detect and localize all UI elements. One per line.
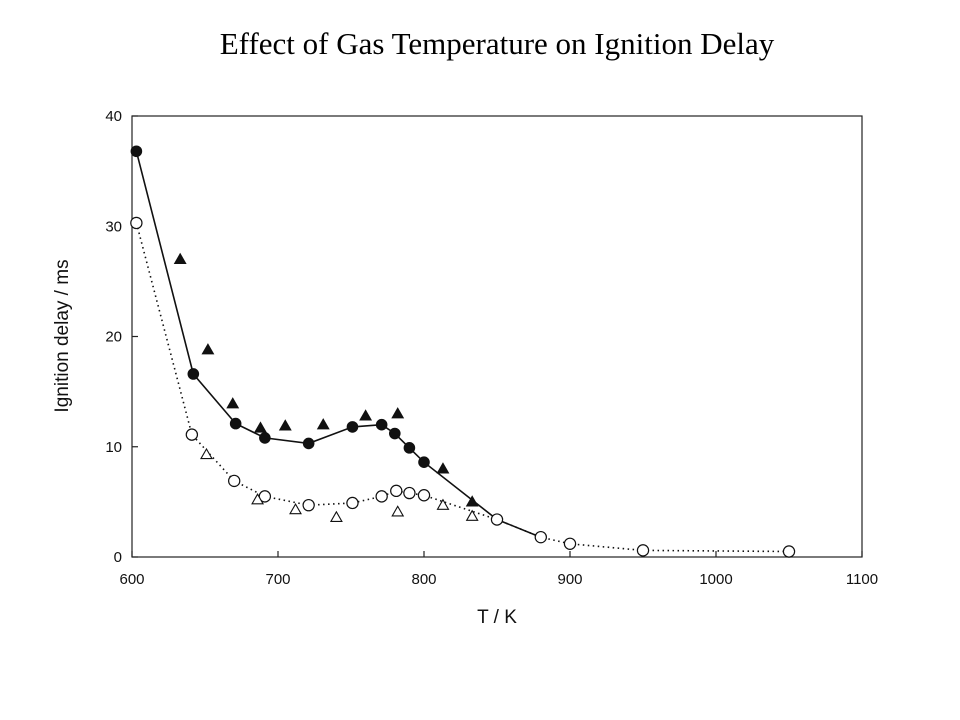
series-2-point <box>417 489 431 502</box>
y-tick-label: 20 <box>105 329 122 346</box>
series-4-point <box>329 510 343 522</box>
series-3-point <box>465 495 479 507</box>
series-2-point <box>563 537 577 550</box>
series-2-point <box>390 484 403 498</box>
series-3-point <box>201 343 215 355</box>
x-tick-label: 800 <box>411 571 436 588</box>
x-axis-label: T / K <box>477 607 517 628</box>
series-3-point <box>278 419 292 431</box>
y-tick-label: 0 <box>114 549 122 566</box>
series-1-point <box>388 427 401 440</box>
series-3-point <box>173 252 187 265</box>
series-2-point <box>302 498 315 512</box>
series-1-point <box>375 418 388 431</box>
x-tick-label: 1100 <box>846 571 878 588</box>
x-tick-label: 700 <box>265 571 290 588</box>
series-markers <box>130 145 796 558</box>
series-3-point <box>391 407 405 419</box>
axis-ticks: 600 700 800 900 1000 1100 0 10 20 30 40 <box>105 108 878 588</box>
y-tick-label: 40 <box>105 108 122 125</box>
series-4-point <box>465 509 479 521</box>
series-3-point <box>359 409 373 421</box>
series-4-point <box>289 502 302 515</box>
series-1-point <box>259 432 271 444</box>
series-2-point <box>534 530 548 544</box>
series-4-point <box>391 505 405 517</box>
series-1-point <box>346 421 359 433</box>
series-1-point <box>302 437 315 450</box>
y-axis-label: Ignition delay / ms <box>52 259 73 412</box>
x-tick-label: 900 <box>557 571 582 588</box>
series-lines <box>135 151 790 553</box>
series-3-point <box>436 462 450 474</box>
series-2-point <box>403 486 416 500</box>
series-2-point <box>346 496 359 510</box>
series-1-point <box>418 456 430 468</box>
chart-title: Effect of Gas Temperature on Ignition De… <box>219 26 775 61</box>
y-tick-label: 30 <box>105 218 122 235</box>
series-1-point <box>403 442 416 454</box>
series-1-point <box>229 417 242 430</box>
plot-frame <box>131 115 863 558</box>
series-2-point <box>636 544 650 557</box>
series-1-point <box>130 145 143 158</box>
series-2-point <box>375 490 388 503</box>
series-3-point <box>316 418 330 430</box>
series-2-point <box>130 216 143 230</box>
y-tick-label: 10 <box>105 439 122 456</box>
series-4-point <box>436 498 450 510</box>
series-1-line <box>135 151 542 538</box>
series-3-point <box>226 397 240 409</box>
series-1-point <box>187 368 200 380</box>
series-2-point <box>782 545 796 558</box>
series-3-point <box>254 421 267 433</box>
series-2-point <box>490 513 504 526</box>
series-4-point <box>200 447 213 460</box>
series-2-point <box>185 428 199 441</box>
series-2-line <box>135 222 790 553</box>
x-tick-label: 600 <box>119 571 144 588</box>
series-2-point <box>227 474 241 488</box>
series-4-point <box>251 493 265 505</box>
x-tick-label: 1000 <box>699 571 732 588</box>
